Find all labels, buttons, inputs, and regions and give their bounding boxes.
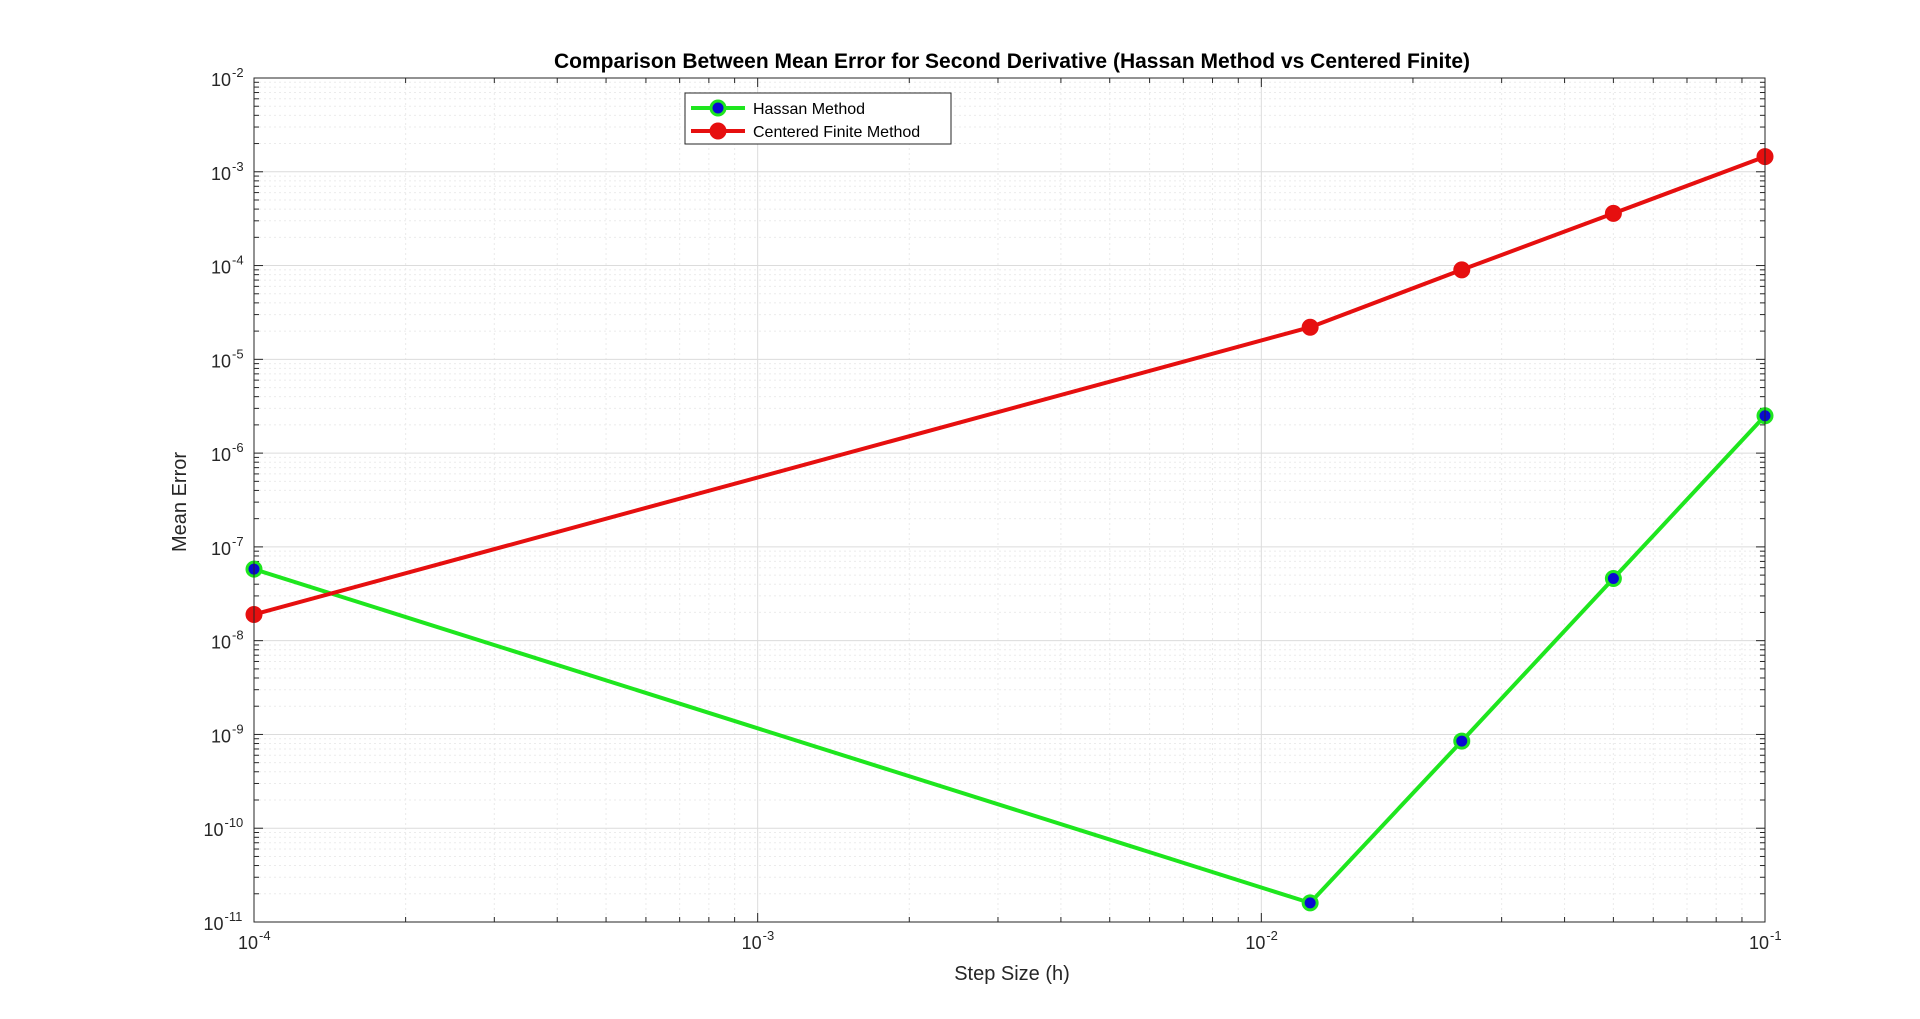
x-tick-label-exponent: -4 xyxy=(259,928,271,943)
x-tick-label-exponent: -2 xyxy=(1266,928,1278,943)
y-tick-label-exponent: -3 xyxy=(232,159,244,174)
y-tick-label-exponent: -8 xyxy=(232,628,244,643)
y-tick-label-exponent: -10 xyxy=(225,815,244,830)
x-tick-label: 10 xyxy=(742,933,762,953)
legend[interactable]: Hassan Method Centered Finite Method xyxy=(684,92,952,145)
series-layer xyxy=(245,148,1774,912)
series-2-point xyxy=(1453,261,1471,279)
legend-box xyxy=(684,92,952,145)
axes-box xyxy=(253,77,1766,923)
x-axis-label: Step Size (h) xyxy=(954,963,1070,985)
y-tick-label-exponent: -2 xyxy=(232,65,244,80)
grid-lines xyxy=(253,78,1765,923)
x-tick-label-exponent: -3 xyxy=(763,928,775,943)
y-tick-label: 10 xyxy=(211,70,231,90)
series-1-point xyxy=(1301,894,1319,912)
y-tick-label: 10 xyxy=(211,445,231,465)
y-tick-label-exponent: -7 xyxy=(232,534,244,549)
y-tick-label: 10 xyxy=(211,258,231,278)
y-tick-label: 10 xyxy=(211,351,231,371)
x-tick-label: 10 xyxy=(238,933,258,953)
y-tick-label-exponent: -4 xyxy=(232,253,244,268)
y-tick-label: 10 xyxy=(211,633,231,653)
axis-ticks xyxy=(253,78,1765,923)
y-tick-label-exponent: -9 xyxy=(232,721,244,736)
x-tick-label-exponent: -1 xyxy=(1770,928,1782,943)
series-line-2 xyxy=(253,154,1766,617)
legend-marker-2 xyxy=(709,122,727,140)
y-tick-label: 10 xyxy=(211,539,231,559)
y-tick-label-exponent: -6 xyxy=(232,440,244,455)
series-line-1 xyxy=(253,414,1767,905)
y-tick-label: 10 xyxy=(203,820,223,840)
x-tick-label: 10 xyxy=(1245,933,1265,953)
legend-label-2: Centered Finite Method xyxy=(753,124,920,141)
series-1-point xyxy=(1453,732,1471,750)
x-tick-label: 10 xyxy=(1749,933,1769,953)
y-tick-label-exponent: -11 xyxy=(225,909,243,924)
y-tick-label: 10 xyxy=(203,914,223,934)
y-tick-label: 10 xyxy=(211,164,231,184)
series-2-point xyxy=(1604,204,1622,222)
chart-title: Comparison Between Mean Error for Second… xyxy=(554,50,1470,73)
series-1-point xyxy=(1604,570,1622,588)
y-tick-label: 10 xyxy=(211,726,231,746)
legend-label-1: Hassan Method xyxy=(753,101,865,118)
series-2-point xyxy=(1301,318,1319,336)
y-axis-label: Mean Error xyxy=(169,452,191,552)
legend-marker-1 xyxy=(709,99,727,117)
y-tick-label-exponent: -5 xyxy=(232,346,244,361)
